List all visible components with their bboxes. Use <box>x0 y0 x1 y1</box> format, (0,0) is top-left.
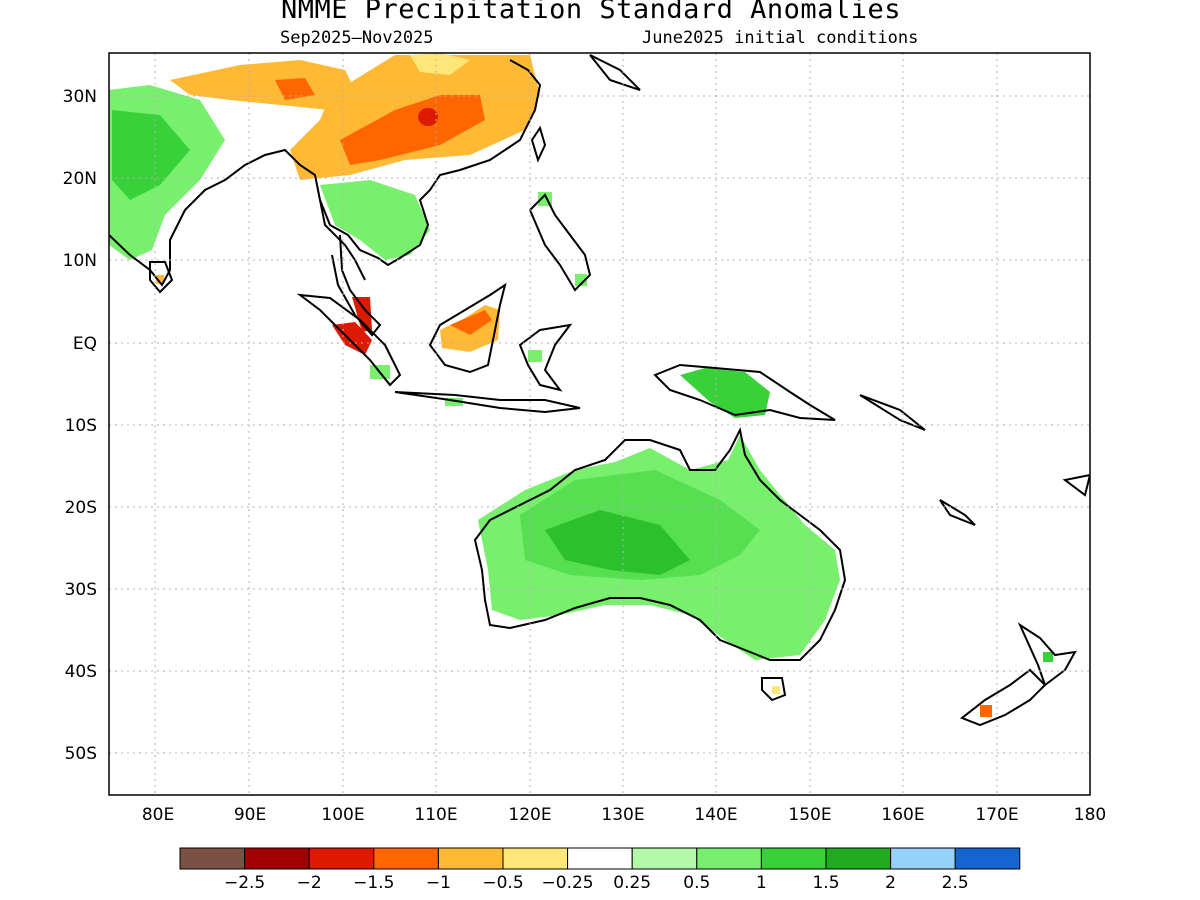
anomaly-borneo-core <box>450 310 492 335</box>
graticule <box>109 53 1090 795</box>
anomaly-tasmania <box>772 686 780 694</box>
lon-label: 180 <box>1074 805 1106 825</box>
legend-label: 1.5 <box>812 873 839 893</box>
coast-nz-south <box>960 668 1047 727</box>
coast-newguinea <box>653 363 836 421</box>
lat-label: 30S <box>65 580 97 600</box>
coast-fiji <box>1062 473 1090 497</box>
anomaly-sulawesi <box>528 350 542 362</box>
legend-swatch <box>567 847 633 870</box>
legend-label: −0.25 <box>542 873 594 893</box>
lat-label: 50S <box>65 744 97 764</box>
lat-label: 10N <box>63 251 97 271</box>
lon-label: 100E <box>321 805 364 825</box>
legend-label: 1 <box>756 873 767 893</box>
anomaly-sumatra <box>332 322 372 355</box>
legend-label: 2 <box>885 873 896 893</box>
coast-srilanka <box>149 261 174 294</box>
lat-label: 40S <box>65 662 97 682</box>
anomaly-indochina <box>320 180 430 260</box>
legend-swatch <box>179 847 246 870</box>
legend-swatch <box>437 847 504 870</box>
legend-swatch <box>825 847 892 870</box>
coast-tasmania <box>761 677 787 702</box>
anomaly-china-core <box>340 95 485 165</box>
legend-labels: −2.5 −2 −1.5 −1 −0.5 −0.25 0.25 0.5 1 1.5 2 2.5 <box>224 873 969 893</box>
lon-label: 170E <box>975 805 1018 825</box>
legend-swatch <box>244 847 310 870</box>
anomaly-tibet-core <box>275 78 315 100</box>
lon-label: 110E <box>414 805 457 825</box>
lon-label: 140E <box>694 805 737 825</box>
coast-solomons <box>859 394 926 431</box>
coastlines <box>109 54 1090 727</box>
lon-label: 120E <box>508 805 551 825</box>
anomaly-srilanka <box>156 275 164 284</box>
coast-india <box>109 148 366 287</box>
coast-taiwan <box>530 125 547 163</box>
anomaly-nz-south <box>980 705 992 717</box>
anomaly-nz-north <box>1043 652 1053 662</box>
initial-conditions: June2025 initial conditions <box>642 28 919 48</box>
coast-vanuatu <box>939 499 976 526</box>
coast-nz-north <box>1017 622 1077 687</box>
lon-label: 160E <box>881 805 924 825</box>
anomaly-australia-mid <box>520 470 760 580</box>
lon-label: 130E <box>601 805 644 825</box>
anomaly-china-peak <box>418 108 438 126</box>
legend-swatch <box>954 847 1021 870</box>
legend-swatch <box>308 847 375 870</box>
map-title: NMME Precipitation Standard Anomalies <box>281 0 901 25</box>
anomaly-china-edge <box>410 53 470 75</box>
legend-swatch <box>502 847 569 870</box>
coast-sulawesi <box>518 323 573 392</box>
lon-label: 80E <box>142 805 174 825</box>
lat-axis: 30N 20N 10N EQ 10S 20S 30S 40S 50S <box>63 87 97 764</box>
lon-label: 150E <box>788 805 831 825</box>
anomaly-shading <box>109 53 1053 717</box>
map-frame <box>108 52 1091 796</box>
anomaly-java <box>445 398 463 406</box>
lat-label: 20S <box>65 498 97 518</box>
legend-label: −0.5 <box>482 873 523 893</box>
legend-label: −1.5 <box>353 873 394 893</box>
legend-swatch <box>890 847 956 870</box>
anomaly-mindanao <box>575 274 587 286</box>
lon-label: 90E <box>234 805 266 825</box>
coast-australia <box>473 426 847 661</box>
lat-label: 30N <box>63 87 97 107</box>
legend-label: 0.25 <box>613 873 651 893</box>
legend-swatch <box>631 847 698 870</box>
forecast-period: Sep2025—Nov2025 <box>280 28 434 48</box>
legend-label: −2 <box>297 873 322 893</box>
anomaly-australia-south <box>690 585 820 655</box>
legend-colorbar <box>179 847 1021 870</box>
lon-axis: 80E 90E 100E 110E 120E 130E 140E 150E 16… <box>142 805 1106 825</box>
coast-borneo <box>428 282 507 374</box>
lat-label: 20N <box>63 169 97 189</box>
coast-sumatra <box>296 293 402 387</box>
legend-label: −2.5 <box>224 873 265 893</box>
coast-malaya <box>331 234 382 337</box>
legend-label: −1 <box>426 873 451 893</box>
coast-japan <box>589 54 641 91</box>
anomaly-india-core <box>112 110 190 200</box>
coast-indochina <box>319 59 542 267</box>
anomaly-malaysia <box>352 297 372 332</box>
coast-java <box>394 391 581 414</box>
legend-swatch <box>373 847 439 870</box>
anomaly-newguinea <box>680 368 770 418</box>
lat-label: 10S <box>65 416 97 436</box>
legend-swatch <box>696 847 762 870</box>
anomaly-tibet <box>170 60 360 110</box>
legend-label: 0.5 <box>683 873 710 893</box>
coast-philippines <box>528 193 592 292</box>
lat-label: EQ <box>73 334 97 354</box>
legend-label: 2.5 <box>942 873 969 893</box>
legend-swatch <box>760 847 827 870</box>
